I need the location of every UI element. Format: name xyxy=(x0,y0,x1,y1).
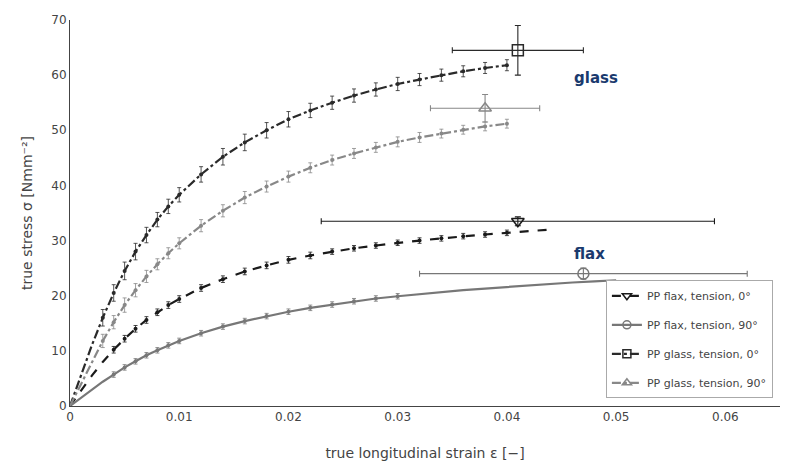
svg-text:10: 10 xyxy=(51,344,66,358)
svg-text:PP glass, tension, 90°: PP glass, tension, 90° xyxy=(647,377,766,390)
svg-text:PP glass, tension, 0°: PP glass, tension, 0° xyxy=(647,348,759,361)
svg-text:0.02: 0.02 xyxy=(275,410,302,424)
svg-text:40: 40 xyxy=(51,179,66,193)
svg-text:0: 0 xyxy=(59,399,67,413)
svg-text:glass: glass xyxy=(574,69,618,87)
svg-text:true stress σ [Nmm⁻²]: true stress σ [Nmm⁻²] xyxy=(19,136,35,290)
svg-text:PP flax, tension, 90°: PP flax, tension, 90° xyxy=(647,319,758,332)
svg-text:true longitudinal strain ε [−]: true longitudinal strain ε [−] xyxy=(325,445,524,461)
svg-text:0.03: 0.03 xyxy=(384,410,411,424)
svg-text:flax: flax xyxy=(574,245,605,263)
svg-text:30: 30 xyxy=(51,234,66,248)
svg-text:70: 70 xyxy=(51,13,66,27)
svg-text:0.04: 0.04 xyxy=(494,410,521,424)
svg-text:0: 0 xyxy=(66,410,74,424)
svg-text:0.01: 0.01 xyxy=(166,410,193,424)
svg-text:50: 50 xyxy=(51,123,66,137)
svg-text:PP flax, tension, 0°: PP flax, tension, 0° xyxy=(647,290,751,303)
svg-text:0.06: 0.06 xyxy=(712,410,739,424)
svg-text:0.05: 0.05 xyxy=(603,410,630,424)
svg-text:60: 60 xyxy=(51,68,66,82)
svg-text:20: 20 xyxy=(51,289,66,303)
